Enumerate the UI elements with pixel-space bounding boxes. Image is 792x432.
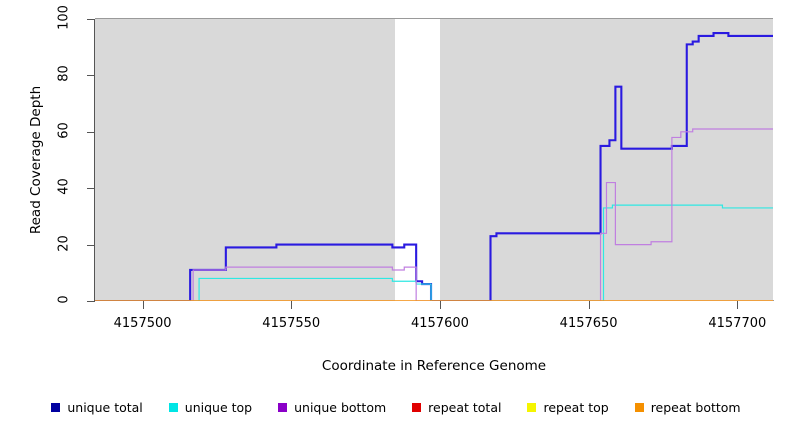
legend-item-repeat-top[interactable]: repeat top [527,399,609,415]
legend-label: repeat bottom [650,399,741,415]
legend-item-unique-top[interactable]: unique top [168,399,253,415]
legend-item-repeat-total[interactable]: repeat total [412,400,501,415]
panel-shaded-band [439,19,773,301]
x-axis-label: Coordinate in Reference Genome [321,358,547,374]
x-tick-mark [291,301,293,309]
y-axis-line [94,19,96,301]
x-tick-mark [588,301,590,309]
legend-swatch-icon [527,402,537,412]
y-tick-label-wrap: 60 [46,122,82,141]
y-tick-mark [87,301,95,302]
y-tick-label: 20 [56,234,72,252]
legend-swatch-icon [634,402,644,412]
x-tick-label: 4157650 [559,316,618,331]
x-tick-mark [142,301,144,309]
x-tick-label: 4157500 [113,316,172,331]
series-unique-top [95,205,773,301]
series-unique-bottom [95,129,773,301]
y-tick-label-wrap: 20 [46,235,82,254]
y-tick-label-wrap: 40 [46,178,82,197]
y-tick-label: 100 [56,5,72,30]
legend-item-unique-total[interactable]: unique total [51,399,143,415]
legend-swatch-icon [412,402,422,412]
legend-label: unique total [67,399,143,415]
legend-label: unique bottom [294,399,387,415]
panel-border-top [95,18,773,20]
y-tick-label: 80 [56,65,72,83]
legend-swatch-icon [278,402,288,412]
x-tick-mark [737,301,739,309]
legend-label: repeat top [543,399,609,415]
series-lines [95,19,773,301]
legend-swatch-icon [168,402,178,412]
y-tick-label: 60 [56,122,72,139]
panel-shaded-band [95,19,396,301]
legend-item-repeat-bottom[interactable]: repeat bottom [634,399,741,415]
y-tick-mark [87,244,95,246]
y-tick-mark [87,75,95,77]
legend: unique total unique top unique bottom repea… [0,396,792,418]
y-tick-mark [87,131,95,133]
legend-label: unique top [184,399,253,415]
y-tick-mark [87,19,95,20]
x-tick-label: 4157550 [262,316,321,331]
plot-panel [95,19,773,301]
y-tick-label-wrap: 0 [46,292,82,310]
x-tick-mark [439,301,441,309]
series-unique-total [95,33,773,301]
legend-item-unique-bottom[interactable]: unique bottom [278,400,386,415]
y-tick-label-wrap: 100 [46,5,82,30]
y-tick-label: 0 [56,295,72,304]
x-tick-label: 4157700 [708,316,767,331]
legend-label: repeat total [428,399,502,415]
y-tick-mark [87,188,95,190]
y-tick-label: 40 [56,178,72,195]
x-tick-label: 4157600 [410,316,469,331]
legend-swatch-icon [51,402,61,412]
y-tick-label-wrap: 80 [46,66,82,84]
y-axis-label: Read Coverage Depth [28,85,44,235]
